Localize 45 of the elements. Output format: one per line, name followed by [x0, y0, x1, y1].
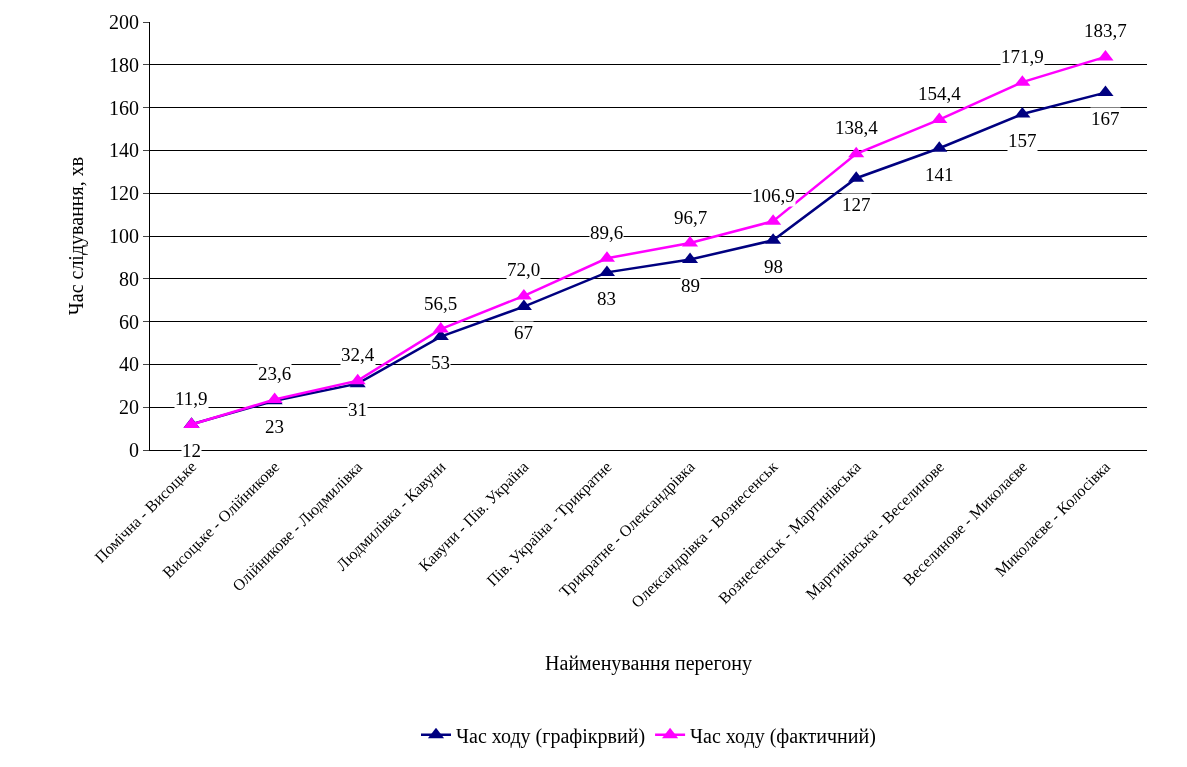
y-tick-label: 120	[109, 182, 139, 205]
data-label: 138,4	[835, 117, 879, 138]
data-label: 56,5	[424, 293, 458, 314]
point	[1097, 49, 1114, 61]
y-tick-label: 0	[129, 439, 139, 461]
data-label: 23	[265, 416, 284, 437]
data-label: 141	[925, 164, 954, 185]
point	[931, 112, 948, 124]
y-tick-label: 40	[119, 353, 139, 376]
data-label: 67	[514, 322, 533, 343]
data-label: 83	[597, 288, 616, 309]
y-tick-label: 80	[119, 267, 139, 290]
point	[1097, 85, 1114, 97]
point	[848, 146, 865, 158]
data-label: 106,9	[752, 185, 795, 206]
data-label: 53	[431, 352, 450, 373]
point	[515, 299, 532, 311]
legend-label: Час ходу (фактичний)	[690, 724, 876, 748]
data-label: 127	[842, 194, 871, 215]
data-label: 89,6	[590, 222, 624, 243]
legend-label: Час ходу (графікрвий)	[456, 724, 646, 748]
y-tick-label: 140	[109, 139, 139, 162]
y-tick-label: 60	[119, 310, 139, 333]
data-label: 96,7	[674, 207, 708, 228]
data-label: 157	[1008, 130, 1037, 151]
data-label: 154,4	[918, 83, 962, 104]
y-tick-label: 180	[109, 53, 139, 76]
y-tick-label: 160	[109, 96, 139, 119]
x-axis-title: Найменування перегону	[545, 652, 752, 676]
data-label: 11,9	[175, 388, 208, 409]
data-label: 32,4	[341, 344, 375, 365]
data-label: 167	[1091, 108, 1120, 129]
data-label: 31	[348, 399, 367, 420]
y-tick-label: 20	[119, 396, 139, 419]
data-label: 89	[681, 275, 700, 296]
data-label: 98	[764, 256, 783, 277]
y-axis-title: Час слідування, хв	[64, 156, 88, 316]
data-label: 23,6	[258, 363, 292, 384]
point	[515, 288, 532, 300]
data-label: 12	[182, 440, 201, 461]
data-label: 72,0	[507, 259, 541, 280]
y-tick-label: 100	[109, 225, 139, 247]
data-label: 183,7	[1084, 20, 1127, 41]
data-label: 171,9	[1001, 46, 1044, 67]
y-tick-label: 200	[109, 11, 139, 33]
